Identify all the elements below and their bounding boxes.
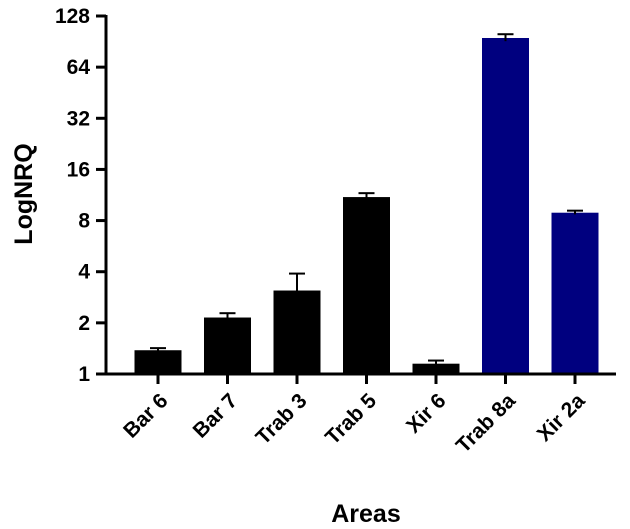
error-bar — [358, 192, 375, 200]
error-bars-layer — [150, 33, 583, 367]
error-bar — [219, 312, 236, 322]
bar — [134, 350, 182, 374]
bar — [482, 37, 529, 375]
x-tick-label: Trab 8a — [452, 389, 520, 457]
x-tick-label: Xir 2a — [533, 389, 590, 446]
bars-layer — [134, 37, 599, 375]
y-tick-label: 4 — [78, 261, 90, 284]
x-tick-label: Bar 6 — [119, 389, 172, 442]
bar — [412, 363, 460, 374]
bar — [273, 290, 321, 374]
error-bar — [567, 209, 583, 215]
axes-layer — [104, 15, 616, 376]
y-axis-title: LogNRQ — [10, 143, 38, 244]
x-tick-label: Bar 7 — [189, 389, 242, 442]
y-tick-label: 64 — [67, 56, 91, 79]
error-bar — [497, 33, 514, 42]
x-tick-label: Trab 5 — [321, 389, 381, 449]
y-tick-label: 128 — [55, 5, 90, 28]
error-bar — [289, 272, 305, 304]
bar — [204, 317, 251, 374]
x-axis-title: Areas — [331, 500, 401, 528]
error-bar — [150, 347, 166, 353]
y-tick-label: 32 — [67, 107, 90, 130]
y-tick-label: 8 — [78, 210, 90, 233]
y-tick-label: 1 — [78, 363, 90, 386]
bar — [343, 197, 390, 374]
error-bar — [428, 359, 444, 367]
x-tick-label: Trab 3 — [252, 389, 312, 449]
y-ticks-layer: 1 2 4 8 16 32 64 128 — [55, 5, 106, 386]
bar — [551, 212, 599, 374]
y-tick-label: 2 — [78, 312, 90, 335]
y-tick-label: 16 — [67, 158, 90, 181]
x-tick-label: Xir 6 — [402, 389, 450, 437]
x-ticks-layer: Bar 6 Bar 7 Trab 3 Trab 5 Xir 6 Trab 8a Xir 2a — [119, 374, 590, 458]
